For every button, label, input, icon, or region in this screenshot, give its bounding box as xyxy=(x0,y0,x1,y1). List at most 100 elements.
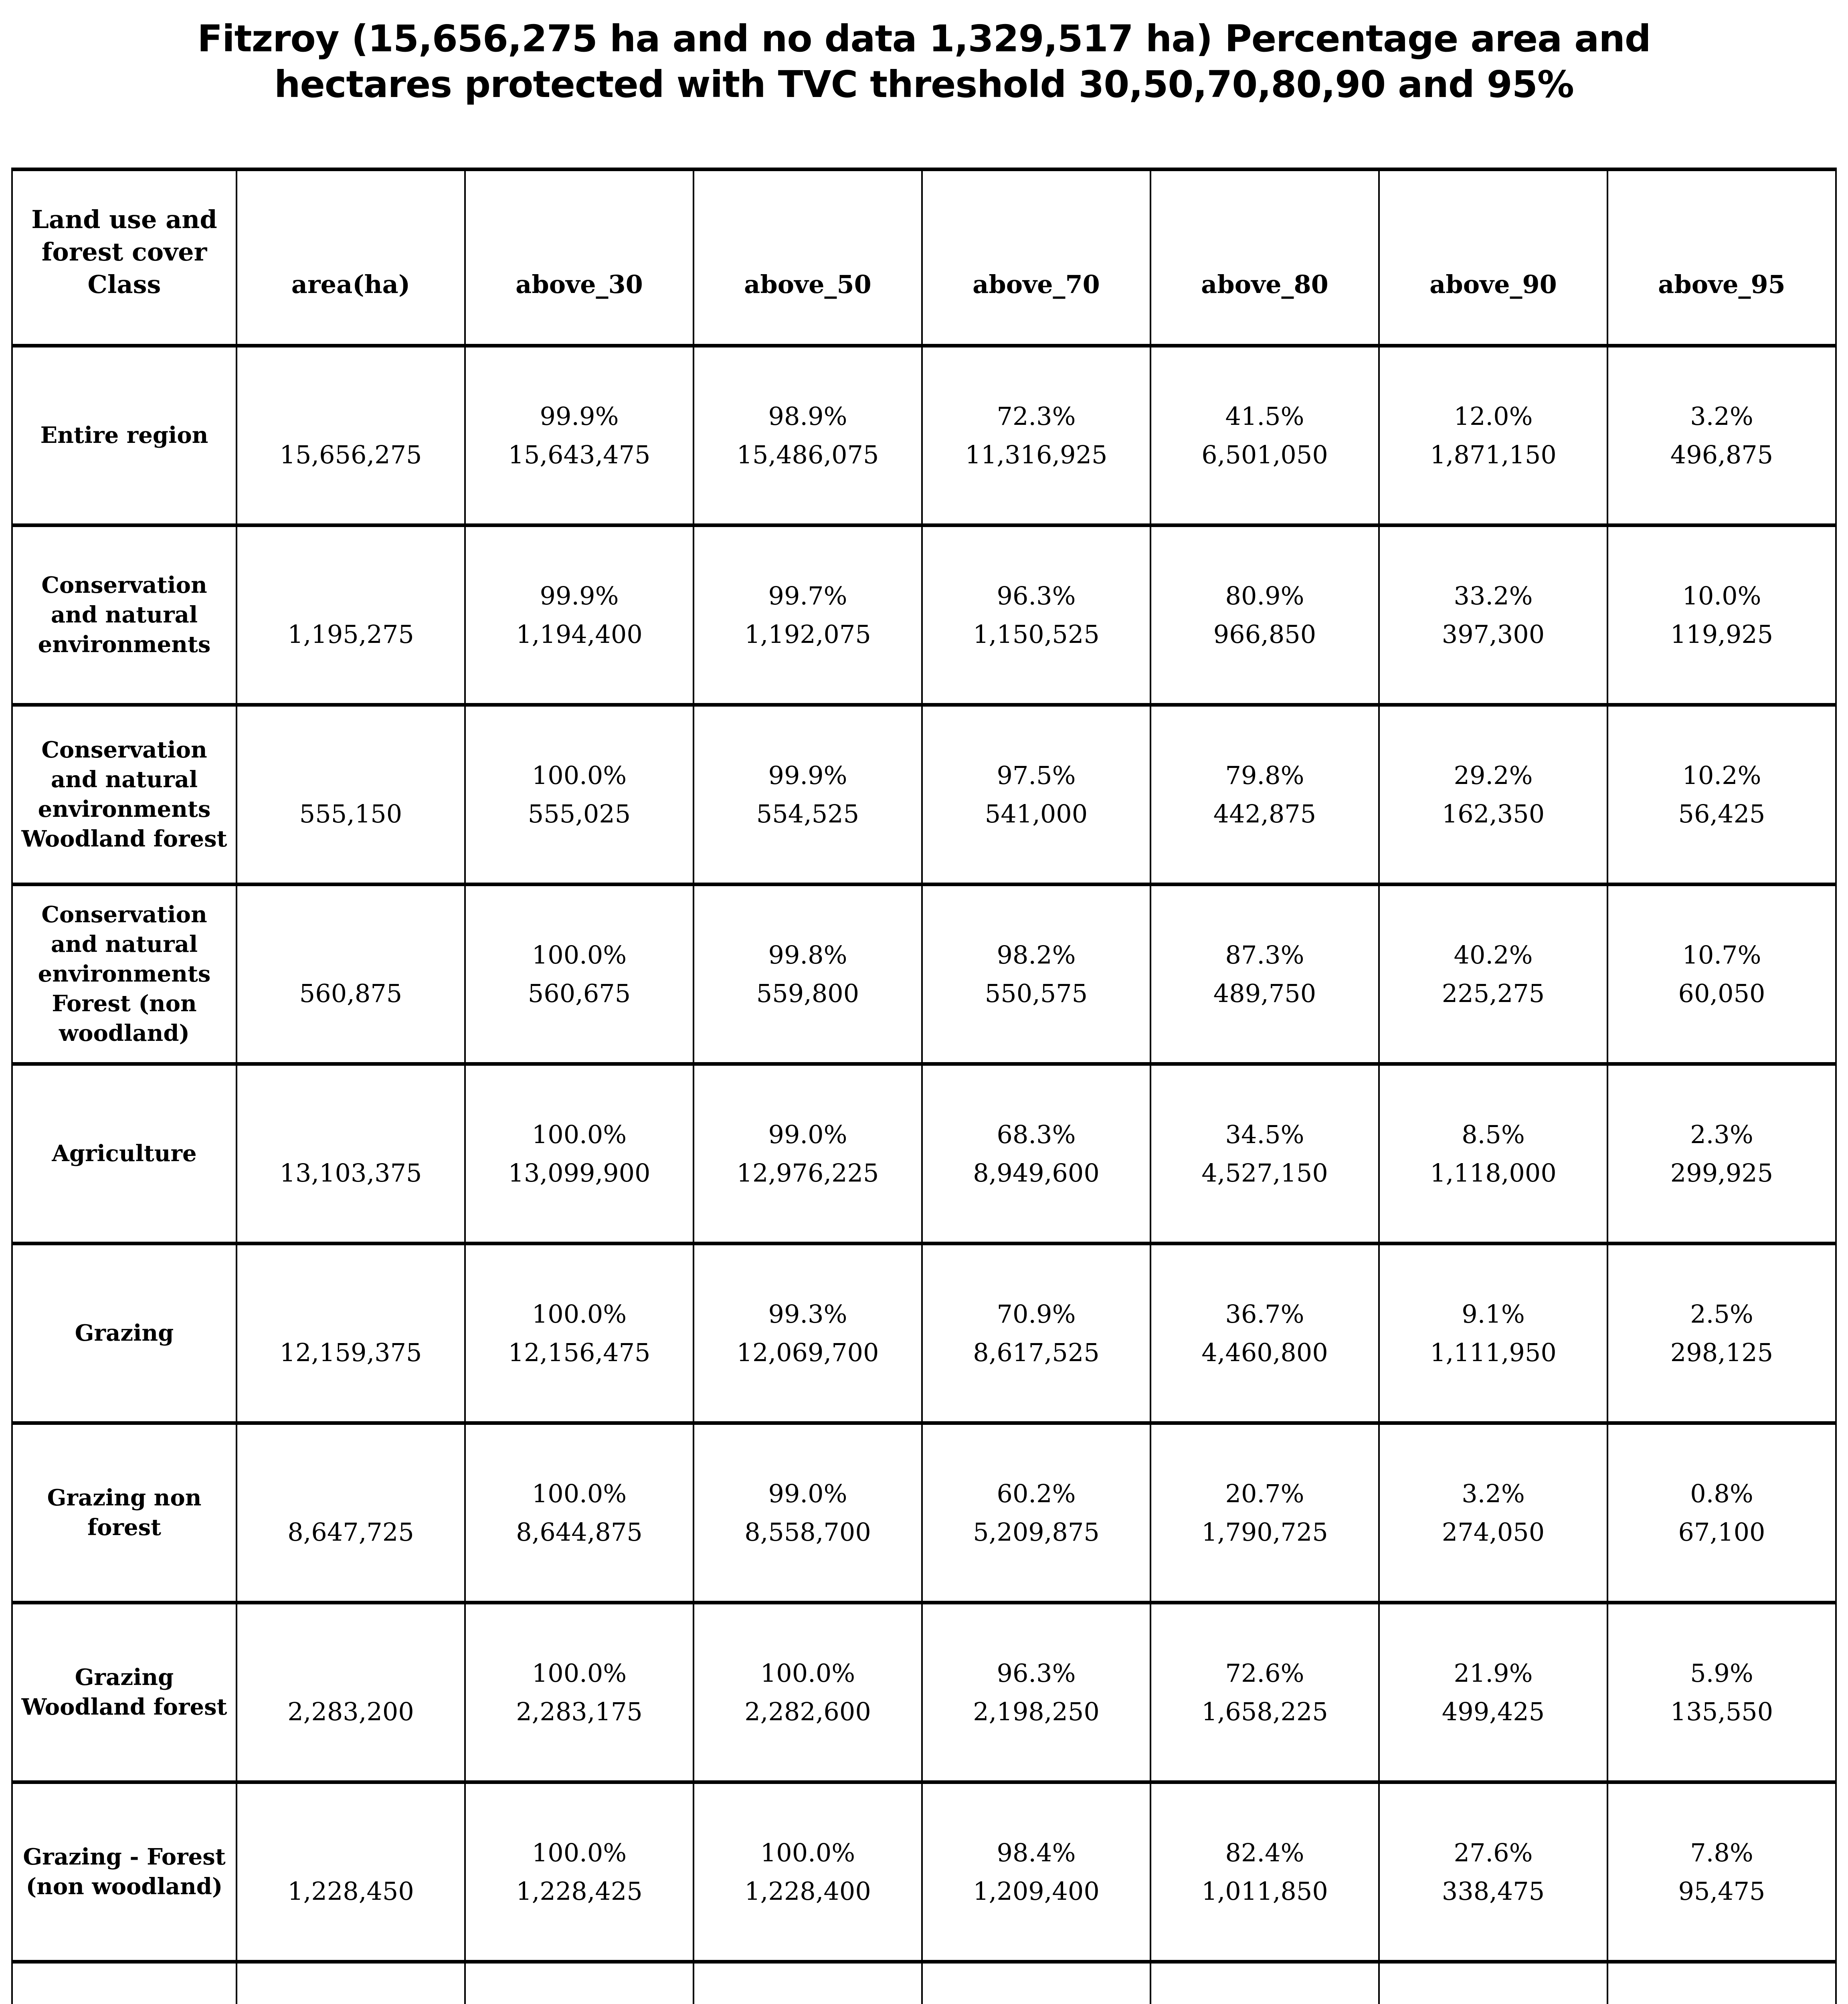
threshold-cell: 99.7% 1,192,075 xyxy=(693,523,923,707)
hectares-value: 442,875 xyxy=(1213,799,1316,828)
hectares-value: 13,099,900 xyxy=(508,1158,651,1188)
threshold-cell: 99.0% 8,558,700 xyxy=(693,1421,923,1605)
area-value: 15,656,275 xyxy=(279,440,422,469)
table-row: Grazing 12,159,375 100.0% 12,156,475 99.3% 12… xyxy=(11,1242,1837,1425)
hectares-value: 1,228,425 xyxy=(516,1876,643,1906)
row-label: Grazing non forest xyxy=(11,1421,237,1605)
hectares-value: 1,790,725 xyxy=(1201,1517,1328,1547)
spacer xyxy=(237,756,464,795)
hectares-value: 541,000 xyxy=(985,799,1088,828)
threshold-cell: 100.0% 8,644,875 xyxy=(464,1421,694,1605)
threshold-cell: 10.0% 119,925 xyxy=(1607,523,1837,707)
hectares-value: 555,025 xyxy=(528,799,631,828)
hectares-value: 2,282,600 xyxy=(744,1697,871,1726)
hectares-value: 274,050 xyxy=(1442,1517,1545,1547)
table-row: Conservation and natural environments 1,1… xyxy=(11,523,1837,707)
hectares-value: 299,925 xyxy=(1670,1158,1773,1188)
threshold-cell: 68.3% 8,949,600 xyxy=(921,1062,1151,1246)
percent-value: 3.2% xyxy=(1690,401,1753,431)
table-header: Land use and forest cover Class area(ha)… xyxy=(11,168,1837,348)
hectares-value: 95,475 xyxy=(1678,1876,1765,1906)
row-label: Grazing - Forest (non woodland) xyxy=(11,1780,237,1964)
percent-value: 99.9% xyxy=(768,760,847,790)
threshold-cell: 8.5% 1,118,000 xyxy=(1378,1062,1608,1246)
area-value: 1,195,275 xyxy=(287,619,414,649)
percent-value: 34.5% xyxy=(1225,1119,1304,1149)
percent-value: 8.5% xyxy=(1462,1119,1525,1149)
spacer xyxy=(237,397,464,436)
area-cell: 812,825 xyxy=(236,1960,466,2004)
col-header-above-90: above_90 xyxy=(1378,168,1608,348)
page-title: Fitzroy (15,656,275 ha and no data 1,329… xyxy=(197,17,1651,106)
table-row: Cropping812,82599.9%812,27596.8%787,0003… xyxy=(11,1960,1837,2004)
col-header-above-30: above_30 xyxy=(464,168,694,348)
hectares-value: 12,069,700 xyxy=(736,1337,879,1367)
hectares-value: 8,617,525 xyxy=(973,1337,1100,1367)
percent-value: 70.9% xyxy=(997,1299,1076,1329)
spacer xyxy=(237,1475,464,1513)
threshold-cell: 60.2% 5,209,875 xyxy=(921,1421,1151,1605)
percent-value: 2.3% xyxy=(1690,1119,1753,1149)
threshold-cell: 80.9% 966,850 xyxy=(1150,523,1380,707)
percent-value: 79.8% xyxy=(1225,760,1304,790)
threshold-cell: 100.0% 13,099,900 xyxy=(464,1062,694,1246)
percent-value: 36.7% xyxy=(1225,1299,1304,1329)
percent-value: 20.7% xyxy=(1225,1479,1304,1508)
hectares-value: 135,550 xyxy=(1670,1697,1773,1726)
area-value: 1,228,450 xyxy=(287,1876,414,1906)
percent-value: 100.0% xyxy=(760,1838,855,1867)
row-label: Entire region xyxy=(11,344,237,527)
percent-value: 99.7% xyxy=(768,581,847,610)
threshold-cell: 99.9% 1,194,400 xyxy=(464,523,694,707)
threshold-cell: 97.5% 541,000 xyxy=(921,703,1151,887)
area-cell: 12,159,375 xyxy=(236,1242,466,1425)
col-header-area: area(ha) xyxy=(236,168,466,348)
threshold-cell: 99.9% 15,643,475 xyxy=(464,344,694,527)
percent-value: 40.2% xyxy=(1454,940,1533,970)
percent-value: 87.3% xyxy=(1225,940,1304,970)
hectares-value: 119,925 xyxy=(1670,619,1773,649)
threshold-cell: 100.0% 2,282,600 xyxy=(693,1601,923,1784)
threshold-cell: 2.3% 299,925 xyxy=(1607,1062,1837,1246)
percent-value: 98.4% xyxy=(997,1838,1076,1867)
hectares-value: 1,658,225 xyxy=(1201,1697,1328,1726)
threshold-cell: 34.5% 4,527,150 xyxy=(1150,1062,1380,1246)
hectares-value: 4,460,800 xyxy=(1201,1337,1328,1367)
hectares-value: 554,525 xyxy=(756,799,859,828)
hectares-value: 11,316,925 xyxy=(965,440,1108,469)
threshold-cell: 20.7% 1,790,725 xyxy=(1150,1421,1380,1605)
row-label: Agriculture xyxy=(11,1062,237,1246)
percent-value: 100.0% xyxy=(532,1658,627,1688)
percent-value: 72.3% xyxy=(997,401,1076,431)
hectares-value: 15,643,475 xyxy=(508,440,651,469)
col-header-above-50: above_50 xyxy=(693,168,923,348)
threshold-cell: 0.1%1,075 xyxy=(1607,1960,1837,2004)
threshold-cell: 100.0% 12,156,475 xyxy=(464,1242,694,1425)
threshold-cell: 98.4% 1,209,400 xyxy=(921,1780,1151,1964)
header-row: Land use and forest cover Class area(ha)… xyxy=(11,168,1837,348)
percent-value: 96.3% xyxy=(997,1658,1076,1688)
area-cell: 555,150 xyxy=(236,703,466,887)
hectares-value: 298,125 xyxy=(1670,1337,1773,1367)
report-page: { "title": "Fitzroy (15,656,275 ha and n… xyxy=(0,16,1848,2004)
hectares-value: 1,118,000 xyxy=(1430,1158,1557,1188)
hectares-value: 397,300 xyxy=(1442,619,1545,649)
percent-value: 5.9% xyxy=(1690,1658,1753,1688)
percent-value: 99.0% xyxy=(768,1479,847,1508)
table-row: Grazing Woodland forest 2,283,200 100.0% 2,… xyxy=(11,1601,1837,1784)
percent-value: 100.0% xyxy=(532,1479,627,1508)
area-value: 8,647,725 xyxy=(287,1517,414,1547)
hectares-value: 1,228,400 xyxy=(744,1876,871,1906)
percent-value: 82.4% xyxy=(1225,1838,1304,1867)
hectares-value: 1,192,075 xyxy=(744,619,871,649)
threshold-cell: 100.0% 1,228,425 xyxy=(464,1780,694,1964)
threshold-cell: 3.2% 496,875 xyxy=(1607,344,1837,527)
threshold-cell: 0.5%4,150 xyxy=(1378,1960,1608,2004)
spacer xyxy=(237,1115,464,1154)
hectares-value: 1,871,150 xyxy=(1430,440,1557,469)
threshold-cell: 100.0% 1,228,400 xyxy=(693,1780,923,1964)
row-label: Grazing xyxy=(11,1242,237,1425)
hectares-value: 15,486,075 xyxy=(736,440,879,469)
percent-value: 100.0% xyxy=(532,940,627,970)
percent-value: 97.5% xyxy=(997,760,1076,790)
